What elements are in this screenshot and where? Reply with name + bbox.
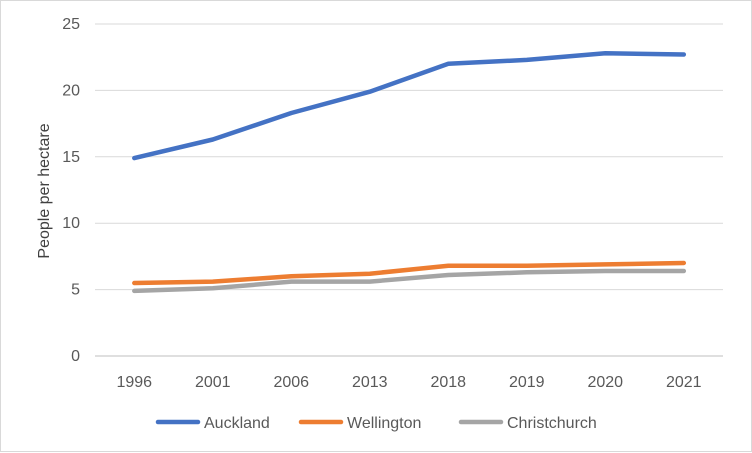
- gridlines: [95, 23, 723, 357]
- x-tick-label: 2021: [666, 374, 702, 391]
- x-tick-label: 2001: [195, 374, 231, 391]
- y-tick-label: 0: [71, 348, 80, 365]
- series-line-wellington: [132, 260, 687, 286]
- x-tick-label: 2006: [273, 374, 309, 391]
- x-tick-labels: 1996 2001 2006 2013 2018 2019 2020 2021: [116, 374, 701, 391]
- series-line-auckland: [132, 50, 687, 161]
- y-tick-labels: 0 5 10 15 20 25: [62, 16, 80, 365]
- y-tick-label: 10: [62, 215, 80, 232]
- x-tick-label: 2013: [352, 374, 388, 391]
- legend: Auckland Wellington Christchurch: [155, 415, 597, 432]
- x-tick-label: 2020: [587, 374, 623, 391]
- x-tick-label: 2018: [430, 374, 466, 391]
- legend-label: Auckland: [204, 415, 270, 432]
- series-lines: [132, 50, 687, 294]
- x-tick-label: 1996: [116, 374, 152, 391]
- y-axis-title: People per hectare: [36, 123, 53, 258]
- x-tick-label: 2019: [509, 374, 545, 391]
- y-tick-label: 5: [71, 282, 80, 299]
- y-tick-label: 25: [62, 16, 80, 33]
- legend-label: Wellington: [347, 415, 421, 432]
- series-line-christchurch: [132, 268, 687, 294]
- y-tick-label: 20: [62, 82, 80, 99]
- legend-label: Christchurch: [507, 415, 597, 432]
- y-tick-label: 15: [62, 149, 80, 166]
